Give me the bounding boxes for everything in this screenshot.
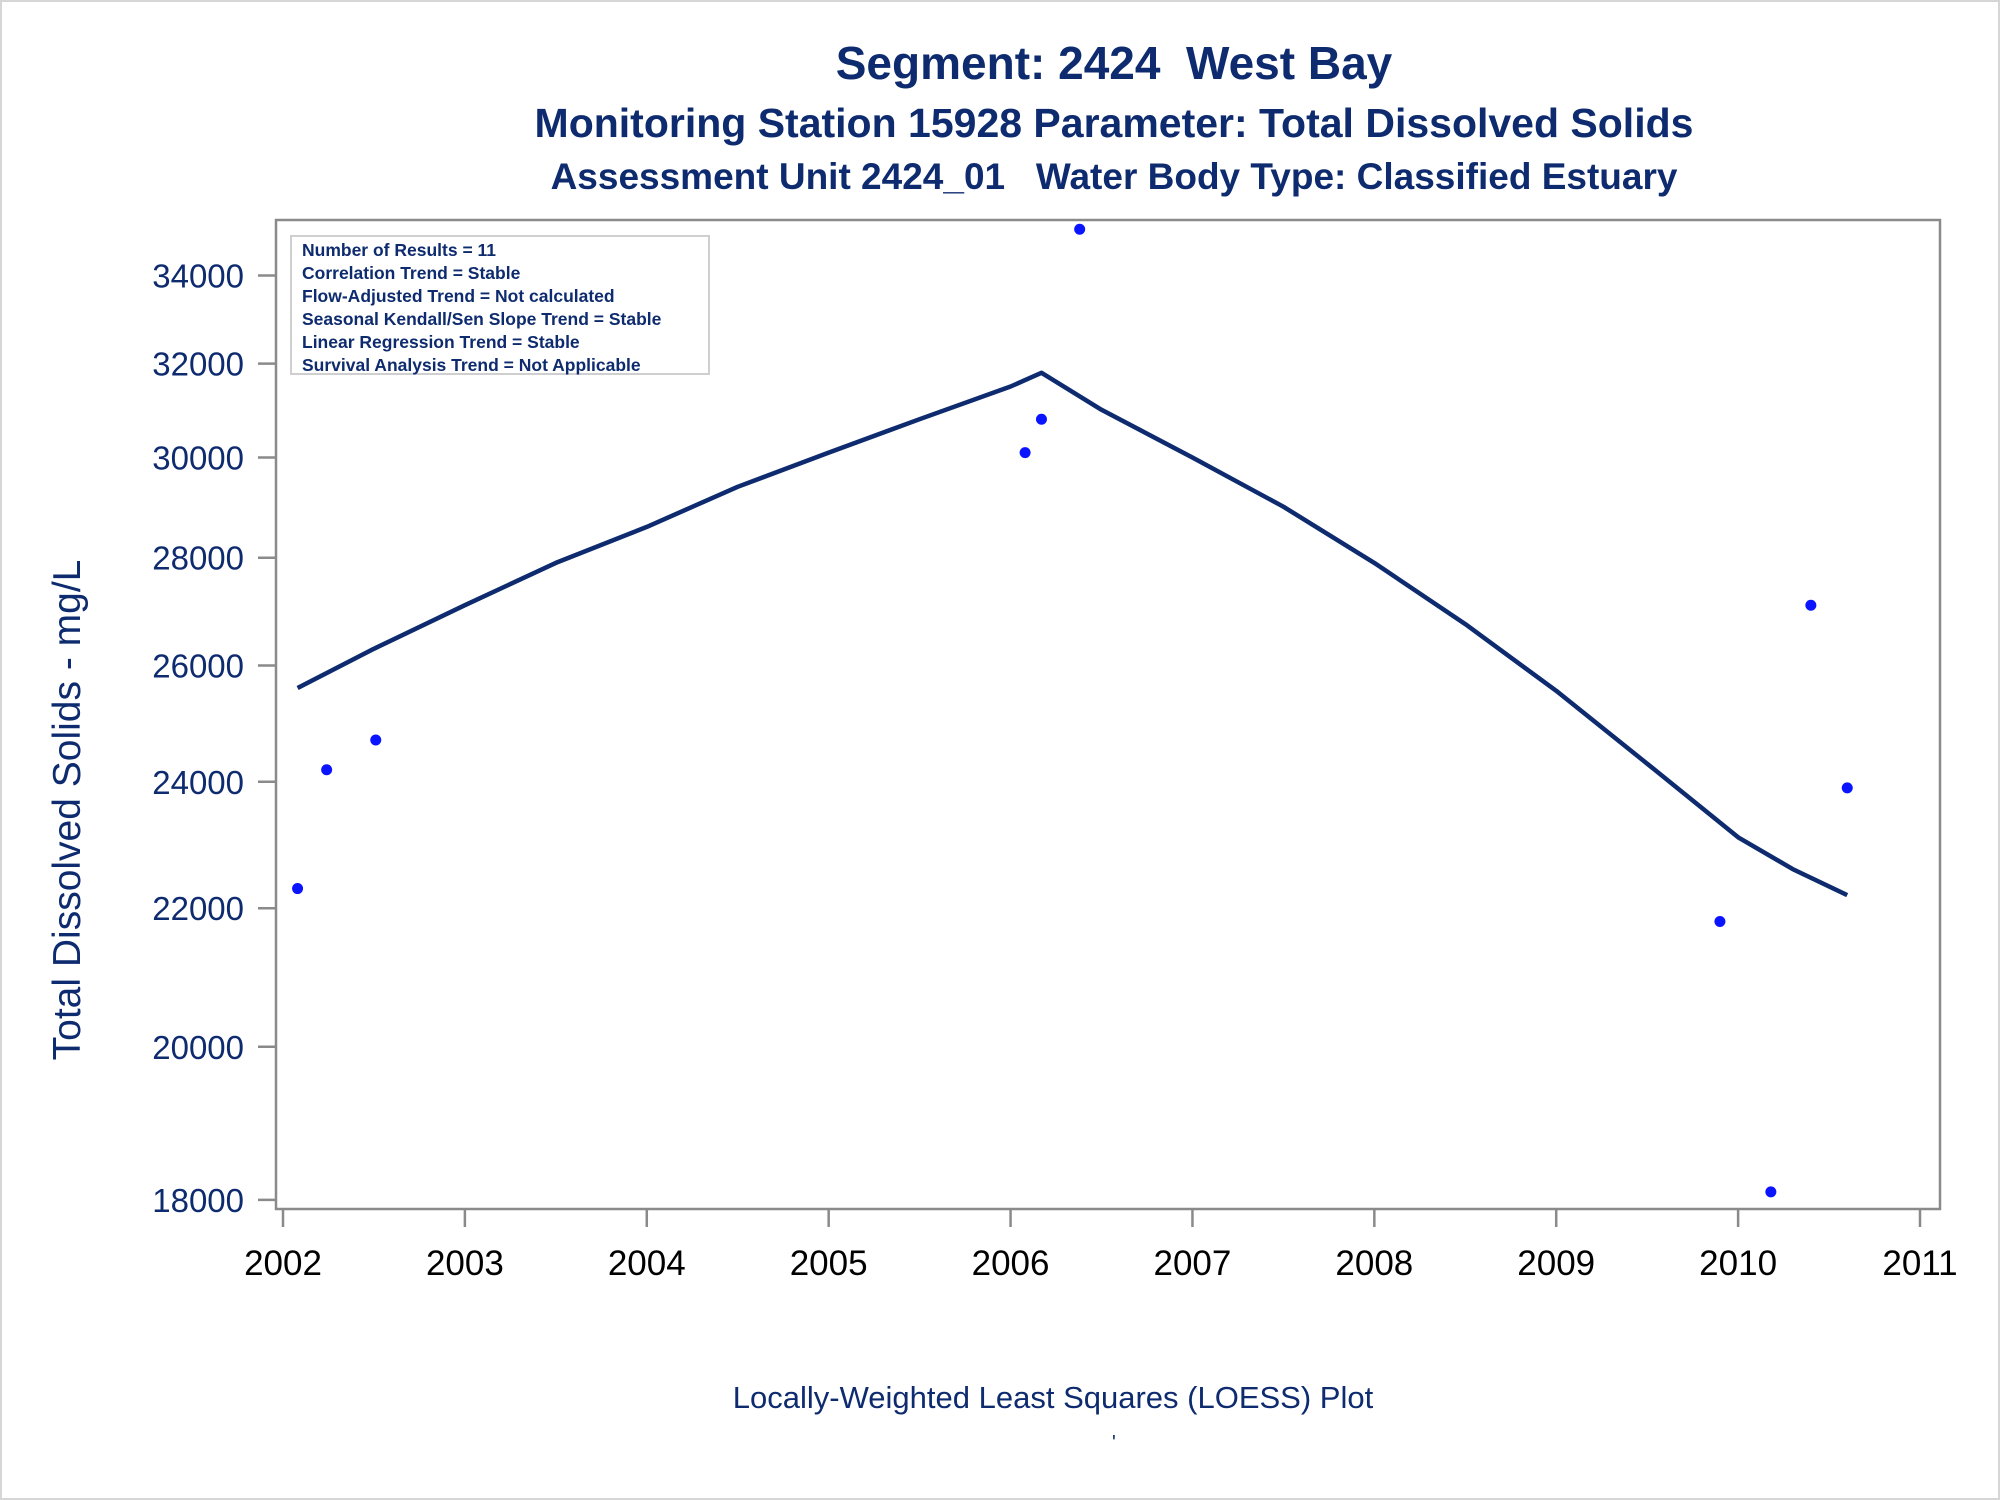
- chart-subtitle-2: Assessment Unit 2424_01 Water Body Type:…: [550, 156, 1678, 197]
- y-tick-label: 34000: [152, 258, 244, 295]
- stats-line: Seasonal Kendall/Sen Slope Trend = Stabl…: [302, 309, 662, 329]
- y-axis-label: Total Dissolved Solids - mg/L: [46, 560, 89, 1061]
- x-tick-label: 2011: [1882, 1244, 1957, 1283]
- y-tick-label: 28000: [152, 540, 244, 577]
- y-tick-label: 32000: [152, 346, 244, 383]
- data-point: [1765, 1186, 1777, 1198]
- chart-subtitle: Monitoring Station 15928 Parameter: Tota…: [534, 100, 1694, 146]
- data-point: [1805, 599, 1817, 611]
- x-tick-label: 2004: [608, 1244, 686, 1283]
- data-point: [1714, 916, 1726, 928]
- trend-stats-box: Number of Results = 11 Correlation Trend…: [290, 235, 710, 375]
- stats-line: Survival Analysis Trend = Not Applicable: [302, 355, 641, 375]
- chart-title: Segment: 2424 West Bay: [835, 37, 1393, 89]
- x-tick-label: 2003: [426, 1244, 504, 1283]
- y-tick-label: 26000: [152, 647, 244, 684]
- x-tick-label: 2005: [790, 1244, 868, 1283]
- data-point: [1019, 447, 1031, 459]
- x-tick-label: 2010: [1699, 1244, 1777, 1283]
- y-tick-label: 18000: [152, 1182, 244, 1219]
- y-tick-label: 30000: [152, 439, 244, 476]
- stats-line: Flow-Adjusted Trend = Not calculated: [302, 286, 615, 306]
- x-tick-label: 2008: [1335, 1244, 1413, 1283]
- y-tick-label: 20000: [152, 1029, 244, 1066]
- data-point: [1074, 223, 1086, 235]
- x-tick-label: 2002: [244, 1244, 322, 1283]
- plot-area-border: [274, 218, 1942, 1211]
- stats-line: Number of Results = 11: [302, 240, 497, 260]
- loess-line: [296, 370, 1849, 898]
- plot-caption: Locally-Weighted Least Squares (LOESS) P…: [732, 1380, 1374, 1415]
- stats-line: Linear Regression Trend = Stable: [302, 332, 580, 352]
- y-tick-label: 22000: [152, 890, 244, 927]
- footer-mark: ': [1112, 1432, 1116, 1454]
- x-axis: 2002 2003 2004 2005 2006 2007 2008 2009 2010 2011: [244, 1209, 1958, 1283]
- y-axis: 18000 20000 22000 24000 26000 28000 30000 32000…: [152, 258, 276, 1219]
- stats-line: Correlation Trend = Stable: [302, 263, 521, 283]
- y-tick-label: 24000: [152, 764, 244, 801]
- data-point: [1841, 782, 1853, 794]
- x-tick-label: 2007: [1154, 1244, 1232, 1283]
- data-point: [370, 734, 382, 746]
- data-point: [1035, 413, 1047, 425]
- data-point: [292, 883, 304, 895]
- x-tick-label: 2006: [972, 1244, 1050, 1283]
- x-tick-label: 2009: [1517, 1244, 1595, 1283]
- data-point: [321, 764, 333, 776]
